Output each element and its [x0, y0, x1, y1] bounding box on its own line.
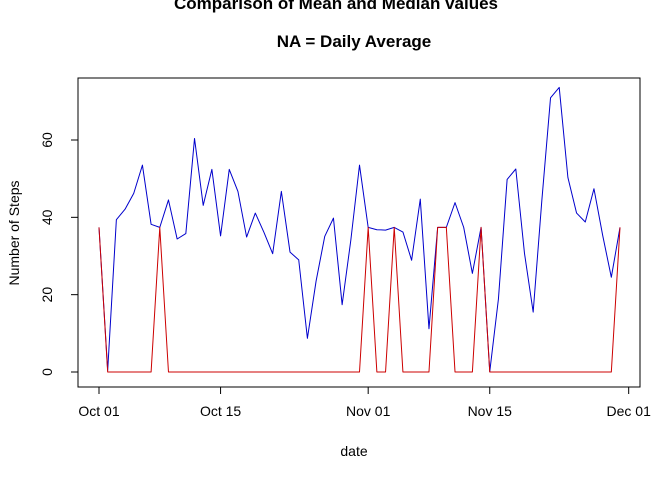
- y-tick-label: 0: [39, 368, 55, 376]
- y-tick-label: 60: [39, 132, 55, 148]
- x-tick-label: Nov 01: [346, 403, 391, 419]
- x-tick-label: Oct 15: [200, 403, 241, 419]
- plot-area-border: [77, 77, 641, 388]
- y-axis-label: Number of Steps: [6, 180, 22, 285]
- chart-title: Comparison of Mean and Median values: [174, 0, 498, 13]
- x-tick-label: Oct 01: [78, 403, 119, 419]
- y-tick-label: 20: [39, 287, 55, 303]
- series-layer: [98, 86, 621, 373]
- y-tick-label: 40: [39, 209, 55, 225]
- series-line-2: [98, 226, 621, 373]
- x-tick-label: Dec 01: [607, 403, 652, 419]
- y-axis: 0 20 40 60: [39, 132, 79, 376]
- x-axis-label: date: [340, 443, 367, 459]
- series-line-1: [98, 86, 621, 373]
- x-tick-label: Nov 15: [468, 403, 513, 419]
- x-axis: Oct 01 Oct 15 Nov 01 Nov 15 Dec 01: [78, 386, 652, 419]
- chart-subtitle: NA = Daily Average: [277, 32, 432, 51]
